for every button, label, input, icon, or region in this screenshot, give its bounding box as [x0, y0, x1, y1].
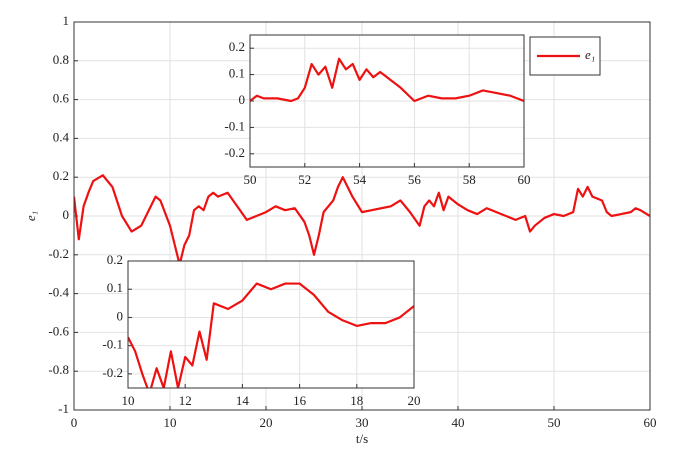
x-tick-label: 54 [353, 172, 367, 187]
y-tick-label: 0.8 [53, 52, 69, 67]
x-tick-label: 56 [408, 172, 422, 187]
y-tick-label: 0.2 [107, 252, 123, 267]
axes-frame [73, 21, 651, 411]
x-tick-label: 20 [260, 415, 273, 430]
plot-layer [74, 174, 650, 266]
y-tick-label: -0.2 [224, 145, 245, 160]
axes-frame [127, 260, 415, 389]
x-tick-label: 60 [644, 415, 657, 430]
x-tick-label: 60 [518, 172, 531, 187]
y-tick-label: -0.2 [48, 246, 69, 261]
y-tick-label: 0.1 [107, 280, 123, 295]
y-tick-label: 0.1 [229, 66, 245, 81]
plot-layer [250, 57, 524, 103]
x-tick-label: 40 [452, 415, 465, 430]
y-tick-label: -0.6 [48, 323, 69, 338]
y-tick-label: -0.1 [102, 337, 123, 352]
y-tick-label: 0 [63, 207, 70, 222]
x-tick-label: 20 [408, 393, 421, 408]
y-tick-label: 0 [239, 92, 246, 107]
x-tick-label: 0 [71, 415, 78, 430]
y-tick-label: -0.4 [48, 285, 69, 300]
y-tick-label: -0.1 [224, 118, 245, 133]
y-axis-label: e₁ [23, 211, 38, 221]
data-line [128, 282, 414, 388]
data-line [250, 57, 524, 103]
y-tick-label: 0 [117, 308, 124, 323]
legend-label: e₁ [585, 47, 595, 62]
x-tick-label: 12 [179, 393, 192, 408]
y-tick-label: 0.6 [53, 91, 70, 106]
x-tick-label: 10 [164, 415, 177, 430]
axes-frame [249, 34, 525, 168]
y-tick-label: 0.4 [53, 129, 70, 144]
plot-area [128, 261, 414, 388]
y-tick-label: 0.2 [229, 39, 245, 54]
y-tick-label: -0.2 [102, 365, 123, 380]
y-tick-label: 1 [63, 13, 70, 28]
x-tick-label: 16 [293, 393, 307, 408]
x-tick-label: 30 [356, 415, 369, 430]
y-tick-label: -1 [58, 401, 69, 416]
x-tick-label: 18 [350, 393, 363, 408]
x-tick-label: 50 [244, 172, 257, 187]
plot-layer [128, 282, 414, 388]
x-tick-label: 58 [463, 172, 476, 187]
x-tick-label: 52 [298, 172, 311, 187]
x-axis-label: t/s [356, 431, 368, 446]
x-tick-label: 10 [122, 393, 135, 408]
y-tick-label: 0.2 [53, 168, 69, 183]
x-tick-label: 14 [236, 393, 250, 408]
y-tick-label: -0.8 [48, 362, 69, 377]
x-tick-label: 50 [548, 415, 561, 430]
data-line [74, 174, 650, 266]
